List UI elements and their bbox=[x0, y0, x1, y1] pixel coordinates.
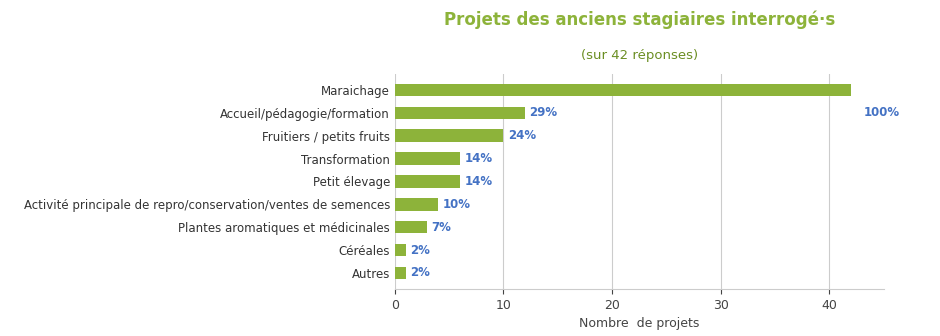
Bar bbox=[395, 266, 406, 279]
Bar bbox=[395, 152, 460, 165]
Text: 14%: 14% bbox=[464, 175, 493, 188]
Text: Projets des anciens stagiaires interrogé·s: Projets des anciens stagiaires interrogé… bbox=[444, 10, 835, 29]
Text: 2%: 2% bbox=[410, 244, 430, 256]
Bar bbox=[395, 198, 438, 211]
Text: 29%: 29% bbox=[529, 107, 557, 119]
Text: 7%: 7% bbox=[431, 221, 451, 234]
Text: 100%: 100% bbox=[864, 107, 901, 119]
Bar bbox=[395, 221, 428, 234]
Bar bbox=[395, 107, 525, 119]
Bar bbox=[395, 175, 460, 188]
Text: (sur 42 réponses): (sur 42 réponses) bbox=[581, 49, 697, 62]
Text: 24%: 24% bbox=[508, 129, 536, 142]
Bar bbox=[395, 129, 504, 142]
Bar bbox=[395, 84, 851, 96]
Text: 14%: 14% bbox=[464, 152, 493, 165]
Text: 2%: 2% bbox=[410, 266, 430, 280]
X-axis label: Nombre  de projets: Nombre de projets bbox=[579, 317, 699, 330]
Text: 10%: 10% bbox=[443, 198, 471, 211]
Bar bbox=[395, 244, 406, 256]
